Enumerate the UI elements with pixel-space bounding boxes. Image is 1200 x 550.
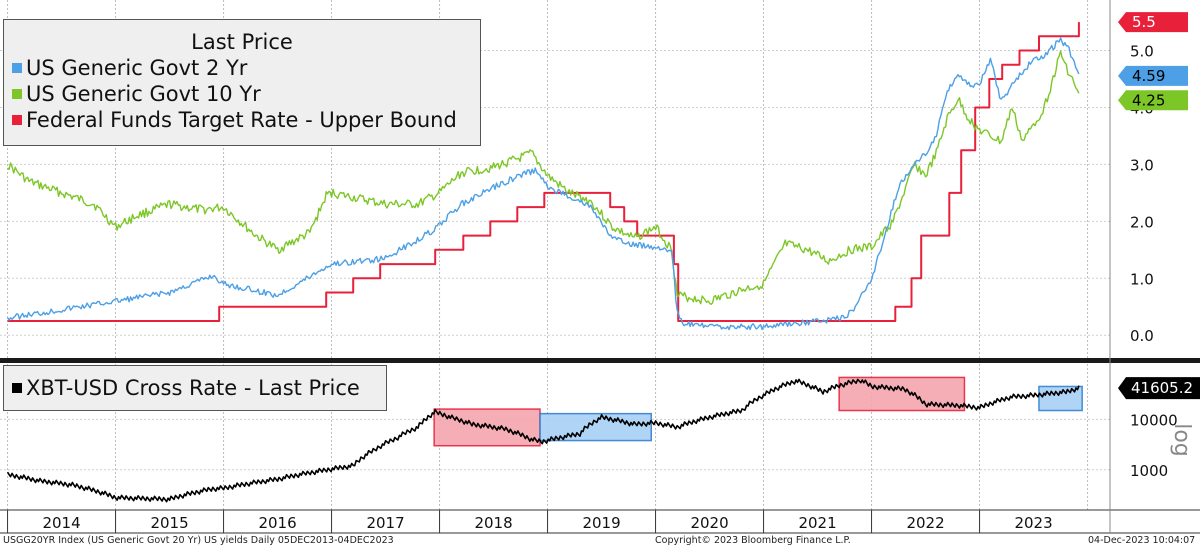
last-price-tags: 5.5 4.59 4.25 41605.2: [1118, 12, 1200, 400]
axes: 2014 2015 2016 2017 2018 2019 2020 2021 2022 2023…: [0, 0, 1200, 534]
tag-fed-funds-text: 5.5: [1132, 13, 1156, 31]
tag-10yr-flag: [1118, 90, 1188, 111]
log-scale-label: log: [1169, 423, 1194, 457]
tag-btc-flag: [1118, 377, 1200, 400]
legend-item-2yr: US Generic Govt 2 Yr: [4, 55, 480, 81]
x-tick-label: 2017: [366, 514, 404, 532]
legend-label-btc: XBT-USD Cross Rate - Last Price: [26, 376, 360, 400]
tag-2yr-flag: [1118, 65, 1188, 86]
y-tick-label: 1.0: [1130, 270, 1154, 288]
highlight-boxes: [433, 376, 1083, 447]
x-tick-label: 2020: [690, 514, 728, 532]
legend-label-fedfunds: Federal Funds Target Rate - Upper Bound: [26, 108, 457, 132]
legend-item-10yr: US Generic Govt 10 Yr: [4, 81, 480, 107]
footer-source: USGG20YR Index (US Generic Govt 20 Yr) U…: [3, 535, 394, 546]
y-tick-label: 0.0: [1130, 327, 1154, 345]
highlight-box-blue: [539, 412, 652, 442]
x-tick-label: 2021: [798, 514, 836, 532]
x-tick-label: 2014: [42, 514, 80, 532]
legend-swatch-10yr: [12, 89, 22, 99]
tag-btc-text: 41605.2: [1131, 379, 1193, 397]
legend-item-btc: XBT-USD Cross Rate - Last Price: [4, 366, 386, 410]
tag-10yr-text: 4.25: [1132, 91, 1165, 109]
x-tick-label: 2016: [258, 514, 296, 532]
series-line-fed-funds: [7, 22, 1080, 322]
legend-label-2yr: US Generic Govt 2 Yr: [26, 56, 248, 80]
legend-item-fedfunds: Federal Funds Target Rate - Upper Bound: [4, 107, 480, 133]
series-line-10yr: [7, 50, 1080, 305]
tag-2yr-text: 4.59: [1132, 67, 1165, 85]
series-line-btc: [6, 378, 1080, 503]
y-tick-label: 1000: [1130, 462, 1168, 480]
legend-swatch-btc: [12, 383, 22, 393]
y-tick-label: 2.0: [1130, 213, 1154, 231]
legend-bottom: XBT-USD Cross Rate - Last Price: [3, 365, 387, 411]
series-line-2yr: [6, 37, 1080, 331]
tag-fed-funds-flag: [1118, 12, 1188, 33]
footer-timestamp: 04-Dec-2023 10:04:07: [1088, 535, 1196, 546]
y-tick-label: 3.0: [1130, 156, 1154, 174]
legend-swatch-2yr: [12, 63, 22, 73]
x-tick-label: 2022: [906, 514, 944, 532]
x-tick-label: 2019: [582, 514, 620, 532]
x-tick-label: 2023: [1014, 514, 1052, 532]
legend-title: Last Price: [191, 30, 293, 54]
highlight-box-blue: [1038, 385, 1083, 412]
series-lines: [6, 22, 1080, 503]
x-tick-label: 2018: [474, 514, 512, 532]
x-tick-label: 2015: [150, 514, 188, 532]
footer-copyright: Copyright© 2023 Bloomberg Finance L.P.: [655, 535, 851, 546]
legend-swatch-fedfunds: [12, 115, 22, 125]
legend-top: Last Price US Generic Govt 2 Yr US Gener…: [3, 19, 481, 146]
y-tick-label: 5.0: [1130, 43, 1154, 61]
legend-label-10yr: US Generic Govt 10 Yr: [26, 82, 261, 106]
panel-divider: [0, 358, 1200, 363]
y-tick-label: 10000: [1130, 411, 1178, 429]
